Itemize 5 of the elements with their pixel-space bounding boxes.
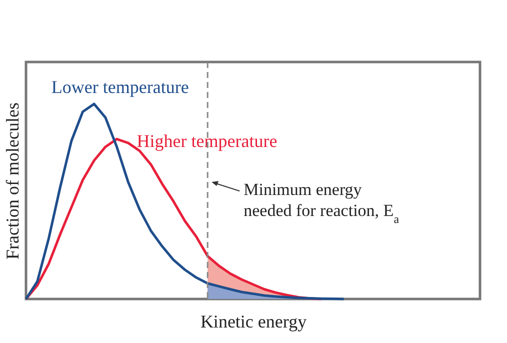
text: Minimum energy needed for reaction, E$_{a}$: [244, 180, 399, 226]
series-label: Higher temperature: [136, 131, 278, 152]
x-axis-title: Kinetic energy: [200, 312, 307, 332]
y-axis-title: Fraction of molecules: [2, 102, 22, 260]
series-label: Lower temperature: [51, 76, 189, 97]
